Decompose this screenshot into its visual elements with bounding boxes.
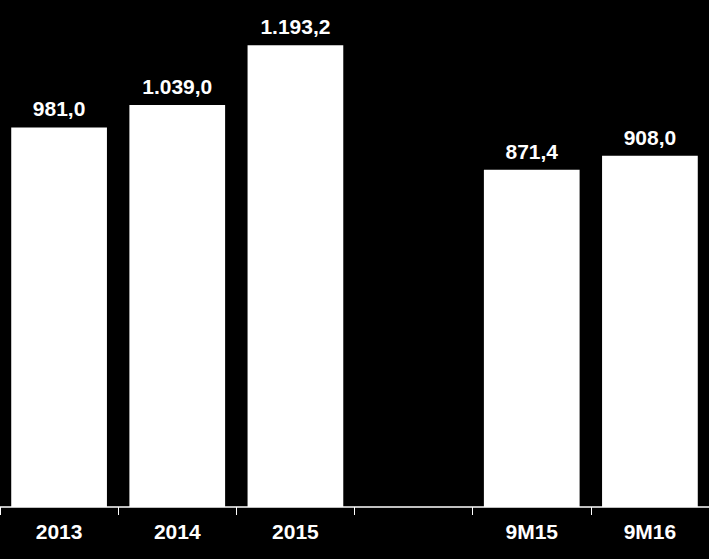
svg-text:9M16: 9M16 [624,520,677,543]
svg-text:871,4: 871,4 [505,140,558,163]
svg-text:1.193,2: 1.193,2 [260,15,330,38]
svg-text:2013: 2013 [36,520,83,543]
svg-text:1.039,0: 1.039,0 [142,75,212,98]
svg-text:2014: 2014 [154,520,201,543]
svg-text:2015: 2015 [272,520,319,543]
svg-text:908,0: 908,0 [624,126,677,149]
svg-text:981,0: 981,0 [33,97,86,120]
svg-text:9M15: 9M15 [505,520,558,543]
